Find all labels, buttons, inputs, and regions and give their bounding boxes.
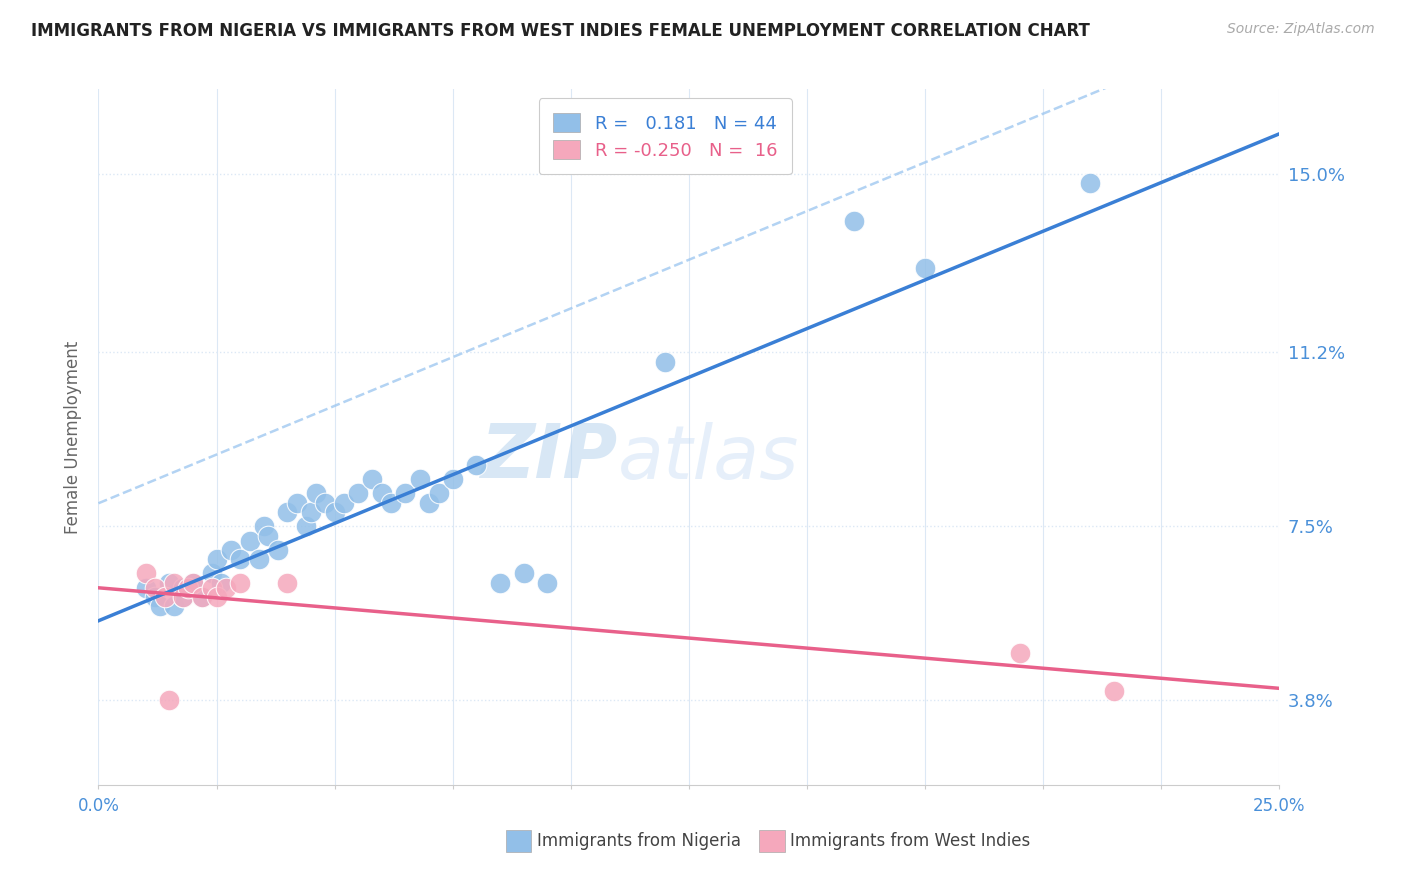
Point — [181, 575, 204, 590]
Point — [163, 599, 186, 614]
Point — [177, 581, 200, 595]
Point — [163, 575, 186, 590]
Point — [143, 581, 166, 595]
Point — [257, 529, 280, 543]
Point — [512, 566, 534, 581]
Point — [215, 581, 238, 595]
Point — [149, 599, 172, 614]
Point — [465, 458, 488, 473]
Point — [1080, 176, 1102, 190]
Point — [654, 355, 676, 369]
Point — [333, 496, 356, 510]
Point — [418, 496, 440, 510]
Point — [135, 581, 157, 595]
Point — [172, 590, 194, 604]
Point — [201, 581, 224, 595]
Y-axis label: Female Unemployment: Female Unemployment — [63, 341, 82, 533]
Point — [219, 542, 242, 557]
Text: IMMIGRANTS FROM NIGERIA VS IMMIGRANTS FROM WEST INDIES FEMALE UNEMPLOYMENT CORRE: IMMIGRANTS FROM NIGERIA VS IMMIGRANTS FR… — [31, 22, 1090, 40]
Point — [371, 486, 394, 500]
Point — [209, 575, 232, 590]
Point — [143, 590, 166, 604]
Text: atlas: atlas — [619, 422, 800, 494]
Point — [157, 693, 180, 707]
Point — [276, 575, 298, 590]
Point — [229, 575, 252, 590]
Point — [347, 486, 370, 500]
Point — [1102, 684, 1125, 698]
Text: ZIP: ZIP — [481, 421, 619, 494]
Legend: R =   0.181   N = 44, R = -0.250   N =  16: R = 0.181 N = 44, R = -0.250 N = 16 — [538, 98, 792, 174]
Point — [305, 486, 328, 500]
Point — [247, 552, 270, 566]
Point — [191, 590, 214, 604]
Point — [323, 505, 346, 519]
Point — [276, 505, 298, 519]
Point — [205, 590, 228, 604]
Point — [844, 214, 866, 228]
Point — [157, 575, 180, 590]
Text: Immigrants from Nigeria: Immigrants from Nigeria — [537, 832, 741, 850]
Point — [914, 260, 936, 275]
Point — [153, 590, 176, 604]
Point — [229, 552, 252, 566]
Text: Source: ZipAtlas.com: Source: ZipAtlas.com — [1227, 22, 1375, 37]
Point — [536, 575, 558, 590]
Point — [201, 566, 224, 581]
Point — [441, 472, 464, 486]
Point — [285, 496, 308, 510]
Point — [172, 581, 194, 595]
Point — [205, 552, 228, 566]
Point — [361, 472, 384, 486]
Point — [1008, 646, 1031, 660]
Point — [172, 590, 194, 604]
Point — [394, 486, 416, 500]
Point — [239, 533, 262, 548]
Point — [191, 590, 214, 604]
Point — [181, 575, 204, 590]
Point — [295, 519, 318, 533]
Point — [299, 505, 322, 519]
Point — [267, 542, 290, 557]
Text: Immigrants from West Indies: Immigrants from West Indies — [790, 832, 1031, 850]
Point — [253, 519, 276, 533]
Point — [380, 496, 402, 510]
Point — [489, 575, 512, 590]
Point — [135, 566, 157, 581]
Point — [427, 486, 450, 500]
Point — [408, 472, 430, 486]
Point — [314, 496, 336, 510]
